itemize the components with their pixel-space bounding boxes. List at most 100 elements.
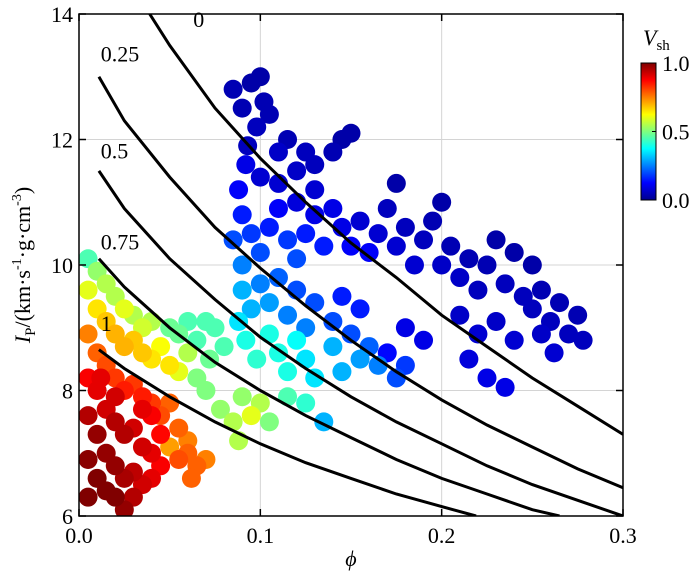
colorbar-tick-label: 0.0	[662, 188, 690, 213]
data-point	[395, 217, 415, 237]
y-tick-label: 8	[62, 379, 73, 404]
data-point	[459, 349, 479, 369]
data-point	[114, 299, 134, 319]
data-point	[79, 324, 98, 344]
data-point	[432, 192, 452, 212]
data-point	[573, 330, 593, 350]
data-point	[214, 337, 234, 357]
data-point	[305, 368, 325, 388]
data-point	[486, 230, 506, 250]
data-point	[114, 424, 134, 444]
data-point	[236, 155, 256, 175]
data-point	[414, 330, 434, 350]
data-point	[241, 406, 261, 426]
data-point	[296, 224, 316, 244]
data-point	[550, 293, 570, 313]
curve-label: 0	[193, 7, 204, 32]
data-point	[287, 330, 307, 350]
curve-label: 0.75	[101, 230, 140, 255]
data-point	[250, 242, 270, 262]
data-point	[477, 255, 497, 275]
data-point	[495, 377, 515, 397]
data-point	[305, 180, 325, 200]
data-point	[386, 236, 406, 256]
data-point	[468, 280, 488, 300]
data-point	[305, 205, 325, 225]
data-point	[305, 155, 325, 175]
data-point	[105, 387, 125, 407]
vsh-curve	[148, 14, 623, 436]
colorbar-ticks: 0.0 0.5 1.0	[652, 51, 690, 213]
data-point	[247, 117, 267, 137]
curve-labels: 0 0.25 0.5 0.75 1	[101, 7, 204, 336]
data-point	[250, 67, 270, 87]
data-point	[132, 343, 152, 363]
data-point	[441, 236, 461, 256]
data-point	[504, 242, 524, 262]
vsh-curve	[97, 257, 560, 516]
data-point	[341, 236, 361, 256]
data-point	[178, 343, 198, 363]
data-point	[223, 230, 243, 250]
data-point	[114, 337, 134, 357]
data-point	[79, 280, 98, 300]
data-point	[450, 268, 470, 288]
data-point	[323, 311, 343, 331]
x-axis-title: ϕ	[345, 546, 356, 571]
y-tick-label: 6	[62, 504, 73, 529]
colorbar-tick-label: 0.5	[662, 120, 690, 145]
data-point	[350, 349, 370, 369]
y-axis-title: IP/(km·s-1·g·cm-3)	[10, 187, 39, 344]
data-point	[196, 381, 216, 400]
data-point	[169, 418, 189, 438]
data-point	[350, 299, 370, 319]
data-point	[296, 349, 316, 369]
data-point	[386, 173, 406, 193]
data-point	[259, 293, 279, 313]
data-point	[450, 305, 470, 325]
data-point	[223, 79, 243, 99]
data-point	[314, 236, 334, 256]
data-point	[522, 299, 542, 319]
data-point	[250, 274, 270, 294]
data-point	[423, 211, 443, 231]
data-point	[105, 456, 125, 476]
data-point	[414, 230, 434, 250]
data-point	[181, 468, 201, 488]
data-point	[229, 180, 249, 200]
data-point	[223, 412, 243, 432]
data-point	[132, 437, 152, 457]
data-point	[232, 387, 252, 407]
data-point	[287, 161, 307, 181]
data-point	[232, 255, 252, 275]
data-point	[91, 368, 111, 388]
data-point	[232, 98, 252, 118]
data-point	[247, 349, 267, 369]
curve-label: 0.25	[101, 41, 140, 66]
data-point	[169, 450, 189, 470]
x-tick-label: 0.3	[609, 523, 637, 548]
data-point	[486, 311, 506, 331]
data-point	[205, 318, 225, 338]
curve-label: 1	[101, 311, 112, 336]
data-point	[268, 142, 288, 162]
y-tick-label: 10	[51, 253, 73, 278]
data-point	[359, 242, 379, 262]
data-point	[531, 324, 551, 344]
x-tick-label: 0.1	[247, 523, 275, 548]
data-point	[404, 255, 424, 275]
data-point	[210, 399, 230, 419]
data-point	[395, 318, 415, 338]
data-point	[132, 399, 152, 419]
data-point	[268, 268, 288, 288]
data-point	[296, 393, 316, 413]
data-point	[568, 305, 588, 325]
colorbar-title: Vsh	[643, 25, 670, 54]
data-point	[79, 487, 98, 507]
data-point	[531, 280, 551, 300]
data-point	[332, 362, 352, 382]
data-point	[559, 324, 579, 344]
data-point	[332, 286, 352, 306]
x-tick-label: 0.2	[428, 523, 456, 548]
data-point	[259, 104, 279, 124]
